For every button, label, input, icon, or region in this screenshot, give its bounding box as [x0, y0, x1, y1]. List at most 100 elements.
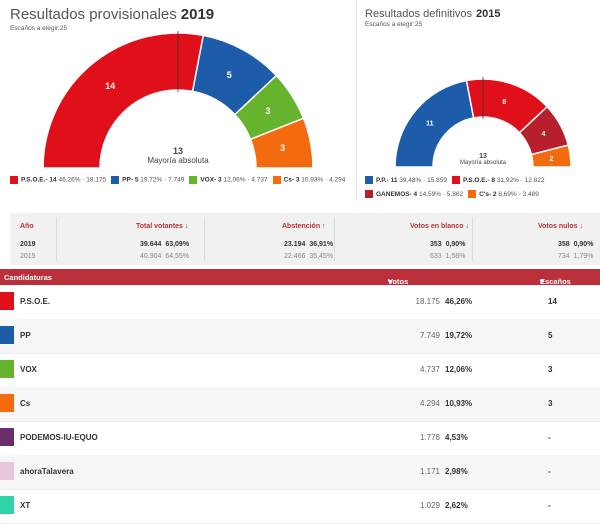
seats-to-elect-2015: Escaños a elegir:25 [365, 21, 423, 28]
legend-item: P.S.O.E.- 8 31,92% · 12.822 [451, 174, 545, 188]
results-2015-panel: Resultados definitivos 2015 Escaños a ele… [356, 0, 600, 200]
seat-arc-c-s [530, 144, 572, 168]
party-name: Cs [20, 399, 31, 408]
legend-2019: P.S.O.E.- 14 46,26% · 18.175 PP- 5 19,72%… [10, 176, 350, 184]
party-seats: - [548, 433, 551, 442]
legend-info: 46,26% · 18.175 [56, 176, 107, 184]
seat-label: 3 [280, 143, 285, 153]
seat-label: 5 [227, 70, 232, 80]
table-row[interactable]: PP 7.749 19,72% 5 [0, 319, 600, 354]
table-row[interactable]: XT 1.029 2,62% - [0, 489, 600, 524]
party-name: ahoraTalavera [20, 467, 74, 476]
seat-arc-cs [249, 117, 314, 169]
seat-label: 11 [426, 120, 434, 127]
party-votes: 1.029 [419, 501, 440, 510]
party-percent: 10,93% [445, 399, 473, 408]
legend-2015: P.P.- 11 39,48% · 15.859 P.S.O.E.- 8 31,9… [365, 174, 600, 202]
seats-chart-2015: 11 8 4 2 [394, 77, 572, 168]
table-row[interactable]: VOX 4.737 12,06% 3 [0, 353, 600, 388]
legend-info: 10,93% · 4.294 [299, 176, 346, 184]
legend-item: P.P.- 11 39,48% · 15.859 [365, 174, 447, 188]
party-votes: 4.294 [419, 399, 440, 408]
party-percent: 2,62% [445, 501, 468, 510]
legend-swatch [451, 176, 460, 185]
row-2015-null: 734 1,79% [558, 253, 594, 260]
party-percent: 12,06% [445, 365, 473, 374]
party-color-swatch [0, 360, 14, 378]
row-2015-abst: 22.466 35,45% [284, 253, 334, 260]
sort-down-icon: ↓ [579, 223, 584, 230]
legend-info: 14,59% · 5.862 [417, 191, 464, 198]
party-name: P.S.O.E. [20, 297, 51, 306]
party-name: XT [20, 501, 31, 510]
party-percent: 2,98% [445, 467, 468, 476]
sort-down-icon: ↓ [465, 223, 470, 230]
party-name: PP [20, 331, 31, 340]
seat-label: 8 [502, 99, 506, 106]
legend-item: Cs- 3 10,93% · 4.294 [272, 176, 346, 184]
table-row[interactable]: PODEMOS-IU-EQUO 1.778 4,53% - [0, 421, 600, 456]
seat-arc-p-s-o-e- [42, 32, 205, 169]
sort-down-icon: ↓ [184, 223, 189, 230]
row-2015-total: 40.904 64,55% [140, 253, 190, 260]
table-row[interactable]: P.S.O.E. 18.175 46,26% 14 [0, 285, 600, 320]
legend-name: P.S.O.E.- 14 [21, 176, 57, 184]
row-2019-total: 39.644 63,09% [140, 241, 190, 248]
seat-label: 3 [265, 106, 270, 116]
party-color-swatch [0, 462, 14, 480]
party-seats: 14 [548, 297, 557, 306]
legend-info: 8,69% · 3.489 [496, 191, 539, 198]
row-2019-abst: 23.194 36,91% [284, 241, 334, 248]
party-seats: - [548, 467, 551, 476]
legend-info: 12,06% · 4.737 [221, 176, 268, 184]
sort-up-icon: ↑ [322, 223, 326, 230]
legend-item: GANEMOS- 4 14,59% · 5.862 [365, 188, 463, 202]
panel-title-2015: Resultados definitivos 2015 [365, 8, 501, 20]
legend-info: 19,72% · 7.749 [138, 176, 185, 184]
col-abstention[interactable]: Abstención ↑ [282, 223, 326, 230]
majority-label-2019: 13 Mayoría absoluta [147, 146, 209, 165]
legend-swatch [365, 190, 373, 199]
party-seats: 5 [548, 331, 553, 340]
party-seats: 3 [548, 399, 553, 408]
party-color-swatch [0, 394, 14, 412]
row-2015-blank: 633 1,58% [430, 253, 466, 260]
party-color-swatch [0, 496, 14, 514]
col-candidacies: Candidaturas [4, 273, 52, 282]
party-percent: 19,72% [445, 331, 473, 340]
table-row[interactable]: Cs 4.294 10,93% 3 [0, 387, 600, 422]
party-percent: 46,26% [445, 297, 473, 306]
col-null-votes[interactable]: Votos nulos ↓ [538, 223, 583, 230]
party-votes: 18.175 [415, 297, 440, 306]
legend-name: GANEMOS- 4 [376, 191, 418, 198]
seat-label: 4 [542, 131, 546, 138]
row-2019-year: 2019 [20, 241, 36, 248]
legend-swatch [272, 176, 281, 184]
party-name: VOX [20, 365, 37, 374]
panel-title-2019: Resultados provisionales 2019 [10, 6, 215, 23]
legend-info: 31,92% · 12.822 [495, 177, 545, 184]
seat-label: 2 [550, 156, 554, 163]
party-seats: 3 [548, 365, 553, 374]
party-votes: 4.737 [419, 365, 440, 374]
seat-label: 14 [105, 81, 115, 91]
party-seats: - [548, 501, 551, 510]
legend-item: P.S.O.E.- 14 46,26% · 18.175 [10, 176, 106, 184]
table-row[interactable]: ahoraTalavera 1.171 2,98% - [0, 455, 600, 490]
party-votes: 1.171 [419, 467, 440, 476]
turnout-table: Año Total votantes ↓ Abstención ↑ Votos … [10, 213, 600, 265]
party-name: PODEMOS-IU-EQUO [20, 433, 98, 442]
legend-name: VOX- 3 [200, 176, 222, 184]
row-2019-null: 358 0,90% [558, 241, 594, 248]
results-2019-panel: Resultados provisionales 2019 Escaños a e… [0, 0, 352, 200]
col-blank-votes[interactable]: Votos en blanco ↓ [410, 223, 469, 230]
row-2015-year: 2015 [20, 253, 36, 260]
legend-item: C's- 2 8,69% · 3.489 [468, 188, 539, 202]
seats-to-elect-2019: Escaños a elegir:25 [10, 25, 68, 32]
party-color-swatch [0, 292, 14, 310]
col-total-voters[interactable]: Total votantes ↓ [136, 223, 189, 230]
candidacies-header: Candidaturas Votos ▾ Escaños ▾ [0, 269, 600, 286]
legend-swatch [111, 176, 120, 184]
legend-name: Cs- 3 [283, 176, 300, 184]
legend-name: P.S.O.E.- 8 [462, 177, 496, 184]
